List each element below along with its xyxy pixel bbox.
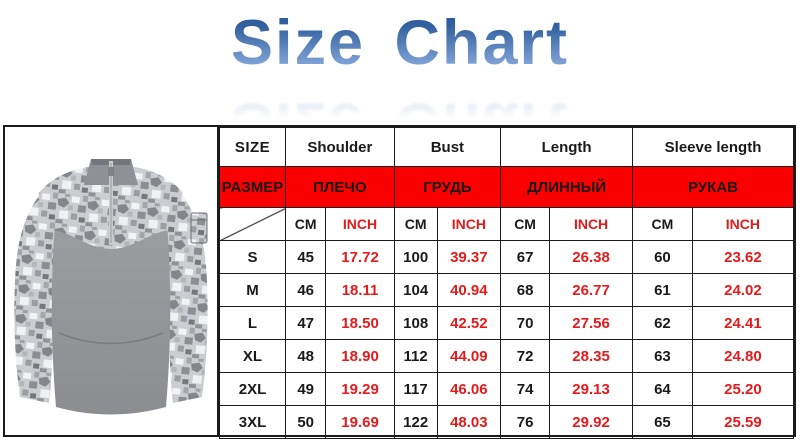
- shoulder-inch-value: 18.50: [325, 306, 395, 340]
- sleeve-cm-value: 64: [632, 372, 693, 406]
- bust-inch-value: 48.03: [436, 405, 502, 439]
- unit-inch-header: INCH: [436, 207, 502, 241]
- size-label: L: [219, 306, 286, 340]
- unit-inch-header: INCH: [549, 207, 634, 241]
- length-inch-value: 29.13: [549, 372, 634, 406]
- shirt-zipper: [108, 161, 114, 245]
- sleeve-inch-value: 24.02: [691, 273, 795, 307]
- sleeve-cm-value: 61: [632, 273, 693, 307]
- length-cm-value: 72: [500, 339, 551, 373]
- shoulder-cm-value: 50: [284, 405, 327, 439]
- length-cm-value: 67: [500, 240, 551, 274]
- length-inch-value: 27.56: [549, 306, 634, 340]
- bust-cm-value: 100: [393, 240, 438, 274]
- sleeve-inch-value: 23.62: [691, 240, 795, 274]
- col-header-length-ru: ДЛИННЫЙ: [500, 166, 634, 208]
- sleeve-cm-value: 65: [632, 405, 693, 439]
- bust-cm-value: 108: [393, 306, 438, 340]
- unit-inch-header: INCH: [691, 207, 795, 241]
- col-header-sleeve-ru: РУКАВ: [632, 166, 794, 208]
- col-header-bust: Bust: [393, 127, 502, 167]
- length-inch-value: 26.38: [549, 240, 634, 274]
- sleeve-pocket: [190, 212, 208, 244]
- col-header-shoulder-ru: ПЛЕЧО: [285, 166, 395, 208]
- shoulder-cm-value: 47: [284, 306, 327, 340]
- bust-inch-value: 40.94: [436, 273, 502, 307]
- size-row-s: S 45 17.72 100 39.37 67 26.38 60 23.62: [219, 240, 795, 274]
- size-chart-panel: SIZE Shoulder Bust Length Sleeve length …: [3, 125, 796, 439]
- size-label: XL: [219, 339, 286, 373]
- camo-shirt-graphic: [14, 159, 208, 415]
- bust-inch-value: 39.37: [436, 240, 502, 274]
- col-header-shoulder: Shoulder: [285, 127, 395, 167]
- size-row-xl: XL 48 18.90 112 44.09 72 28.35 63 24.80: [219, 339, 795, 373]
- sleeve-cm-value: 60: [632, 240, 693, 274]
- length-inch-value: 26.77: [549, 273, 634, 307]
- shoulder-cm-value: 46: [284, 273, 327, 307]
- shirt-left-sleeve: [14, 189, 62, 403]
- col-header-length: Length: [500, 127, 634, 167]
- sleeve-inch-value: 24.80: [691, 339, 795, 373]
- shoulder-cm-value: 48: [284, 339, 327, 373]
- page-title-reflection: Size Chart: [0, 90, 800, 122]
- header-row-ru: РАЗМЕР ПЛЕЧО ГРУДЬ ДЛИННЫЙ РУКАВ: [219, 166, 794, 208]
- bust-inch-value: 46.06: [436, 372, 502, 406]
- units-row: CM INCH CM INCH CM INCH CM INCH: [219, 207, 795, 241]
- shirt-torso: [51, 223, 171, 415]
- page-title-text: Size Chart: [0, 0, 800, 86]
- length-inch-value: 28.35: [549, 339, 634, 373]
- col-header-size-ru: РАЗМЕР: [219, 166, 286, 208]
- shoulder-inch-value: 17.72: [325, 240, 395, 274]
- size-label: 2XL: [219, 372, 286, 406]
- length-cm-value: 76: [500, 405, 551, 439]
- shoulder-inch-value: 18.90: [325, 339, 395, 373]
- shoulder-cm-value: 49: [284, 372, 327, 406]
- unit-cm-header: CM: [393, 207, 438, 241]
- header-row-en: SIZE Shoulder Bust Length Sleeve length: [219, 127, 794, 167]
- unit-cm-header: CM: [500, 207, 551, 241]
- col-header-bust-ru: ГРУДЬ: [393, 166, 502, 208]
- size-row-2xl: 2XL 49 19.29 117 46.06 74 29.13 64 25.20: [219, 372, 795, 406]
- size-label: 3XL: [219, 405, 286, 439]
- shoulder-inch-value: 18.11: [325, 273, 395, 307]
- unit-cm-header: CM: [632, 207, 693, 241]
- bust-cm-value: 122: [393, 405, 438, 439]
- bust-inch-value: 42.52: [436, 306, 502, 340]
- size-row-3xl: 3XL 50 19.69 122 48.03 76 29.92 65 25.59: [219, 405, 795, 439]
- sleeve-cm-value: 62: [632, 306, 693, 340]
- bust-cm-value: 112: [393, 339, 438, 373]
- length-cm-value: 68: [500, 273, 551, 307]
- length-cm-value: 74: [500, 372, 551, 406]
- bust-inch-value: 44.09: [436, 339, 502, 373]
- sleeve-inch-value: 25.59: [691, 405, 795, 439]
- size-table: SIZE Shoulder Bust Length Sleeve length …: [219, 127, 795, 439]
- page-title: Size Chart Size Chart: [0, 0, 800, 124]
- shoulder-inch-value: 19.69: [325, 405, 395, 439]
- product-photo-camo-shirt: [5, 127, 219, 435]
- size-row-m: M 46 18.11 104 40.94 68 26.77 61 24.02: [219, 273, 795, 307]
- shoulder-inch-value: 19.29: [325, 372, 395, 406]
- size-row-l: L 47 18.50 108 42.52 70 27.56 62 24.41: [219, 306, 795, 340]
- length-cm-value: 70: [500, 306, 551, 340]
- bust-cm-value: 117: [393, 372, 438, 406]
- sleeve-inch-value: 24.41: [691, 306, 795, 340]
- length-inch-value: 29.92: [549, 405, 634, 439]
- unit-inch-header: INCH: [325, 207, 395, 241]
- shirt-waist-seam: [58, 332, 164, 345]
- sleeve-inch-value: 25.20: [691, 372, 795, 406]
- size-label: S: [219, 240, 286, 274]
- shoulder-cm-value: 45: [284, 240, 327, 274]
- unit-cm-header: CM: [284, 207, 327, 241]
- col-header-sleeve-length: Sleeve length: [632, 127, 794, 167]
- diagonal-cell: [219, 207, 286, 241]
- col-header-size: SIZE: [219, 127, 286, 167]
- bust-cm-value: 104: [393, 273, 438, 307]
- size-label: M: [219, 273, 286, 307]
- sleeve-cm-value: 63: [632, 339, 693, 373]
